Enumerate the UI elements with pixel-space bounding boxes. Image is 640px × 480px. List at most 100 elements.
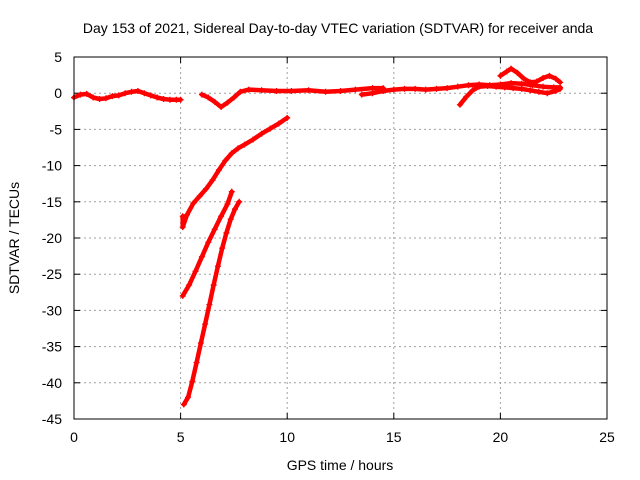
data-point-marker [497, 72, 504, 79]
data-point-marker [211, 226, 218, 233]
x-tick-label: 15 [386, 429, 402, 445]
data-point-marker [250, 136, 257, 143]
data-point-marker [518, 85, 525, 92]
data-point-marker [493, 83, 500, 90]
data-point-marker [214, 263, 221, 270]
chart-title: Day 153 of 2021, Sidereal Day-to-day VTE… [83, 20, 593, 36]
data-point-marker [190, 200, 197, 207]
x-tick-label: 25 [599, 429, 615, 445]
y-tick-label: -15 [42, 194, 62, 210]
data-point-marker [527, 79, 534, 86]
data-point-marker [227, 216, 234, 223]
data-point-marker [180, 401, 187, 408]
data-point-marker [198, 253, 205, 260]
y-tick-label: -25 [42, 266, 62, 282]
series-late-band-b [456, 82, 564, 108]
data-point-marker [401, 85, 408, 92]
data-point-marker [179, 213, 186, 220]
data-point-marker [141, 90, 148, 97]
data-point-marker [390, 86, 397, 93]
data-point-marker [230, 94, 237, 101]
data-point-marker [128, 88, 135, 95]
x-axis-label: GPS time / hours [287, 457, 394, 473]
data-point-marker [177, 96, 184, 103]
x-tick-label: 10 [279, 429, 295, 445]
data-point-marker [305, 87, 312, 94]
data-point-marker [193, 359, 200, 366]
data-point-marker [134, 88, 141, 95]
series-early-band [71, 88, 184, 103]
data-point-marker [444, 85, 451, 92]
data-point-marker [422, 86, 429, 93]
data-point-marker [203, 185, 210, 192]
y-tick-label: -35 [42, 339, 62, 355]
data-point-marker [185, 394, 192, 401]
data-point-marker [236, 198, 243, 205]
y-tick-label: 5 [54, 49, 62, 65]
data-point-marker [237, 88, 244, 95]
data-point-marker [380, 88, 387, 95]
data-point-marker [546, 72, 553, 79]
data-point-marker [96, 95, 103, 102]
data-point-marker [224, 99, 231, 106]
data-point-marker [197, 339, 204, 346]
data-point-marker [258, 130, 265, 137]
data-point-marker [205, 239, 212, 246]
data-point-marker [514, 69, 521, 76]
data-point-marker [535, 88, 542, 95]
data-point-marker [83, 90, 90, 97]
data-point-marker [544, 90, 551, 97]
data-point-marker [510, 85, 517, 92]
y-tick-label: 0 [54, 85, 62, 101]
data-point-marker [215, 166, 222, 173]
data-point-marker [154, 94, 161, 101]
data-point-marker [284, 114, 291, 121]
data-point-marker [245, 86, 252, 93]
data-point-marker [192, 268, 199, 275]
data-point-marker [115, 92, 122, 99]
data-point-marker [179, 224, 186, 231]
y-axis-label: SDTVAR / TECUs [6, 182, 22, 294]
data-point-marker [218, 103, 225, 110]
series-recovering-arc [179, 114, 291, 231]
data-point-marker [352, 86, 359, 93]
data-point-marker [183, 211, 190, 218]
y-tick-label: -5 [50, 121, 63, 137]
data-point-marker [219, 245, 226, 252]
data-point-marker [90, 94, 97, 101]
series-late-band-c [497, 65, 564, 86]
y-tick-label: -20 [42, 230, 62, 246]
data-point-marker [196, 193, 203, 200]
data-point-marker [501, 84, 508, 91]
data-point-marker [412, 85, 419, 92]
data-point-marker [358, 91, 365, 98]
data-point-marker [235, 145, 242, 152]
data-point-marker [552, 88, 559, 95]
data-point-marker [503, 68, 510, 75]
data-point-marker [337, 88, 344, 95]
axis-ticks: 0 5 10 15 20 25 5 0 -5 -10 -15 -20 -25 -30 -35 -40 -45 [42, 49, 615, 445]
data-point-marker [102, 95, 109, 102]
data-point-marker [469, 87, 476, 94]
data-point-marker [160, 95, 167, 102]
data-point-marker [508, 65, 515, 72]
data-point-marker [540, 83, 547, 90]
series-middle-drop [179, 188, 235, 299]
data-point-marker [557, 85, 564, 92]
x-tick-label: 5 [177, 429, 185, 445]
data-point-marker [179, 292, 186, 299]
data-point-marker [476, 83, 483, 90]
data-point-marker [222, 157, 229, 164]
data-series [71, 65, 564, 408]
data-point-marker [223, 229, 230, 236]
data-point-marker [202, 321, 209, 328]
data-point-marker [275, 120, 282, 127]
data-point-marker [557, 79, 564, 86]
data-point-marker [258, 87, 265, 94]
series-main-band [198, 85, 387, 110]
data-point-marker [122, 90, 129, 97]
data-point-marker [533, 78, 540, 85]
data-point-marker [484, 82, 491, 89]
data-point-marker [552, 75, 559, 82]
